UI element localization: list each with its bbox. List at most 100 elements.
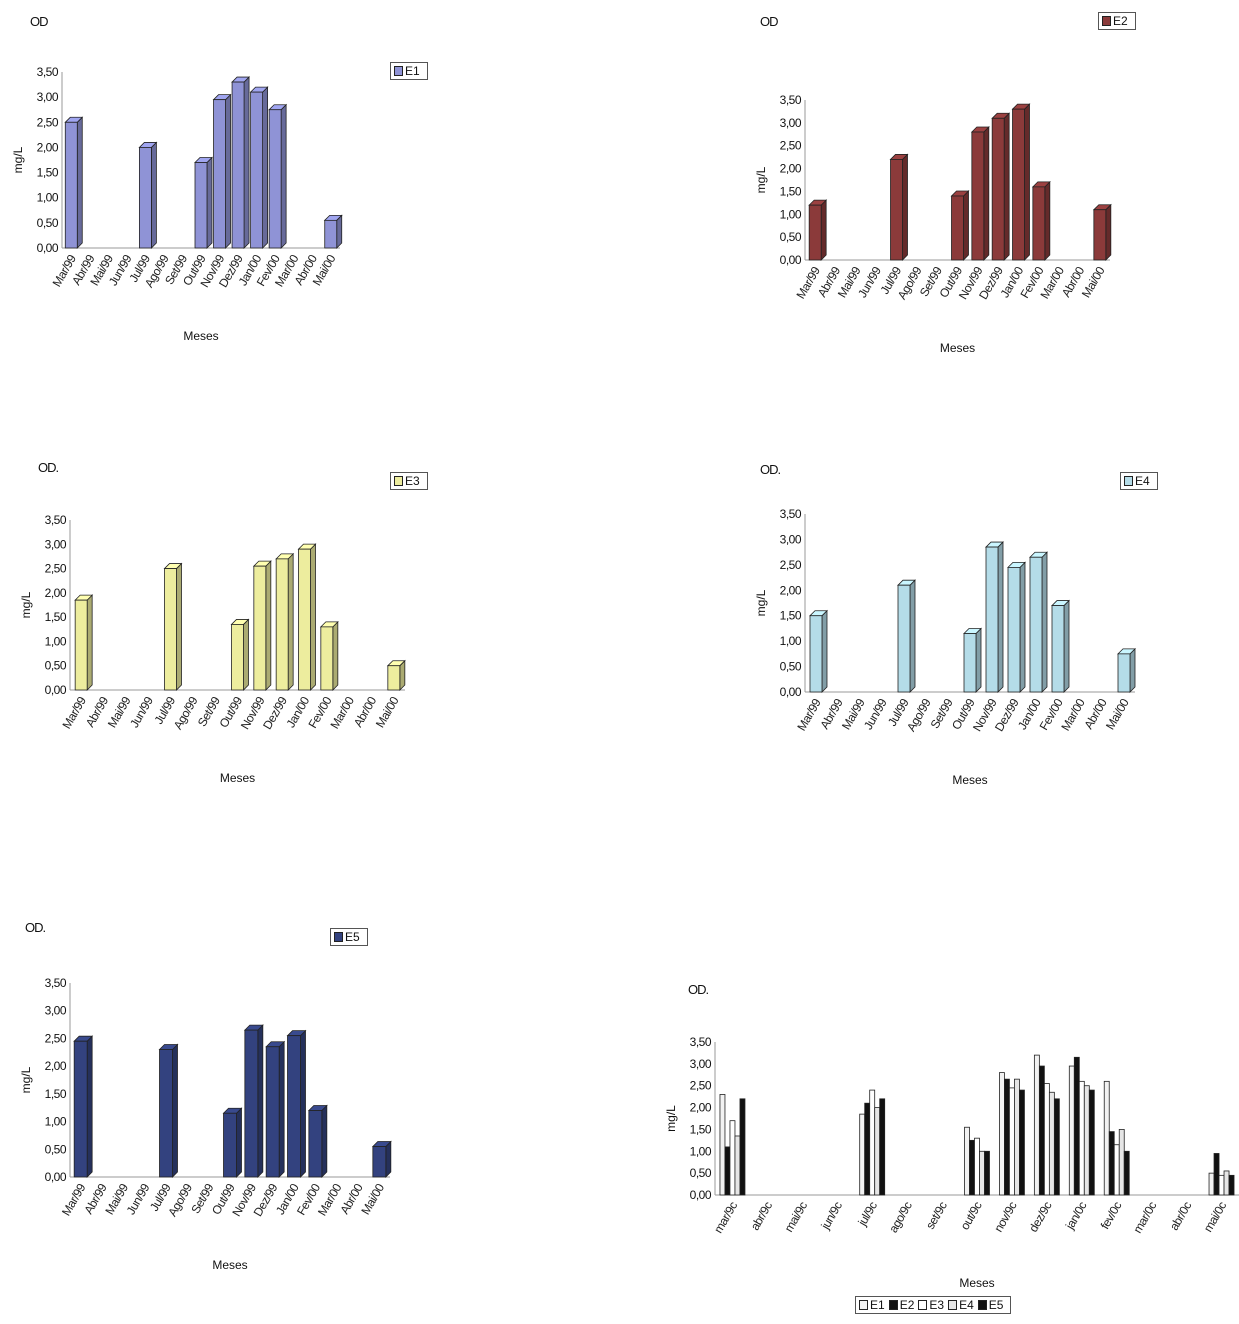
- x-tick-label: Mar/99: [59, 1181, 89, 1218]
- y-tick-label: 3,50: [45, 976, 67, 990]
- y-tick-label: 2,00: [690, 1101, 712, 1115]
- x-tick-label: Ago/99: [904, 696, 934, 734]
- y-tick-label: 3,00: [690, 1057, 712, 1071]
- y-tick-label: 2,50: [780, 558, 802, 572]
- legend-swatch: [977, 1300, 987, 1310]
- y-tick-label: 0,00: [45, 1170, 67, 1184]
- chart-plot: 0,000,501,001,502,002,503,003,50mg/LMar/…: [754, 507, 1136, 787]
- y-tick-label: 1,50: [690, 1122, 712, 1136]
- bar: [1043, 1083, 1050, 1196]
- y-tick-label: 0,50: [780, 230, 802, 244]
- y-tick-label: 2,00: [780, 162, 802, 176]
- bar: [1108, 1131, 1115, 1196]
- x-tick-label: ago/9c: [886, 1199, 915, 1235]
- legend-label: E2: [899, 1298, 915, 1312]
- x-axis-label: Meses: [952, 773, 987, 787]
- chart-plot: 0,000,501,001,502,002,503,003,50mg/LMar/…: [19, 513, 406, 785]
- bar: [319, 620, 339, 691]
- y-tick-label: 3,00: [45, 1004, 67, 1018]
- bar: [879, 1098, 886, 1196]
- bar: [1029, 551, 1048, 693]
- bar: [864, 1102, 871, 1196]
- bar: [268, 103, 288, 249]
- y-tick-label: 0,00: [780, 253, 802, 267]
- bar: [212, 93, 232, 249]
- x-tick-label: fev/0c: [1098, 1199, 1125, 1232]
- legend-swatch: [394, 66, 403, 76]
- bar: [1213, 1153, 1220, 1196]
- legend-item: E1: [394, 63, 420, 79]
- y-tick-label: 2,00: [45, 586, 67, 600]
- bar: [1019, 1089, 1025, 1196]
- y-tick-label: 0,50: [45, 659, 67, 673]
- bar: [970, 126, 990, 261]
- y-tick-label: 0,00: [690, 1188, 712, 1202]
- y-axis-label: mg/L: [11, 146, 25, 173]
- y-tick-label: 0,50: [37, 216, 59, 230]
- bar: [999, 1072, 1005, 1196]
- x-tick-label: Mai/00: [358, 1181, 387, 1217]
- bar: [323, 214, 343, 249]
- bar: [991, 112, 1011, 261]
- y-tick-label: 3,00: [780, 532, 802, 546]
- bar: [64, 116, 84, 249]
- y-tick-label: 1,00: [37, 191, 59, 205]
- x-tick-label: Mai/00: [1103, 696, 1132, 732]
- y-tick-label: 1,50: [45, 1087, 67, 1101]
- legend-label: E3: [929, 1298, 945, 1312]
- y-tick-label: 0,50: [45, 1142, 67, 1156]
- bar: [1033, 1054, 1040, 1196]
- y-tick-label: 2,50: [690, 1079, 712, 1093]
- bar: [963, 627, 982, 693]
- bar: [869, 1089, 876, 1196]
- legend-item: E3: [394, 473, 420, 489]
- legend-label: E2: [1113, 14, 1128, 28]
- y-tick-label: 2,50: [37, 115, 59, 129]
- bar: [73, 1035, 94, 1178]
- y-tick-label: 3,50: [780, 507, 802, 521]
- legend-item: E2: [1102, 13, 1128, 29]
- x-tick-label: mar/9c: [711, 1199, 740, 1236]
- x-tick-label: Mar/00: [315, 1181, 345, 1218]
- bar: [1048, 1091, 1055, 1196]
- x-tick-label: Ago/99: [171, 694, 201, 732]
- bar: [1078, 1080, 1085, 1196]
- bar: [1009, 1087, 1015, 1196]
- x-axis-label: Meses: [183, 329, 218, 343]
- legend-swatch: [1124, 476, 1133, 486]
- legend-item: E5: [977, 1297, 1003, 1313]
- legend-swatch: [334, 932, 343, 942]
- x-tick-label: abr/0c: [1167, 1199, 1195, 1233]
- chart-plot: 0,000,501,001,502,002,503,003,50mg/LMar/…: [11, 65, 343, 343]
- bar: [1083, 1085, 1090, 1196]
- bar: [386, 659, 406, 691]
- legend-item: E3: [918, 1297, 944, 1313]
- bar: [163, 562, 183, 691]
- bar: [1218, 1174, 1225, 1196]
- y-tick-label: 1,50: [780, 184, 802, 198]
- y-tick-label: 2,50: [780, 139, 802, 153]
- bar: [985, 541, 1004, 693]
- y-tick-label: 3,00: [780, 116, 802, 130]
- legend-swatch: [859, 1300, 868, 1310]
- chart-legend: E3: [390, 472, 428, 490]
- bar: [809, 609, 828, 693]
- legend-label: E4: [1135, 474, 1150, 488]
- chart-title: OD: [760, 14, 778, 29]
- legend-label: E1: [405, 64, 420, 78]
- chart-e4: OD. E4 0,00 0,50 1,00 1,50 2,00 2,50 3,00 3,50 mg/…: [620, 440, 1220, 820]
- bar: [371, 1140, 392, 1178]
- y-tick-label: 3,00: [45, 537, 67, 551]
- y-tick-label: 0,00: [37, 241, 59, 255]
- x-axis-label: Meses: [959, 1276, 994, 1290]
- y-axis-label: mg/L: [19, 591, 33, 618]
- bar: [307, 1104, 328, 1178]
- y-tick-label: 3,00: [37, 90, 59, 104]
- x-tick-label: Mar/00: [1058, 696, 1088, 733]
- bar: [158, 1043, 179, 1178]
- bar: [964, 1126, 970, 1196]
- bar: [724, 1146, 731, 1196]
- chart-plot: 0,000,501,001,502,002,503,003,50mg/LMar/…: [19, 976, 392, 1272]
- bar: [897, 579, 916, 693]
- chart-plot: 0,000,501,001,502,002,503,003,50mg/LMar/…: [754, 93, 1112, 355]
